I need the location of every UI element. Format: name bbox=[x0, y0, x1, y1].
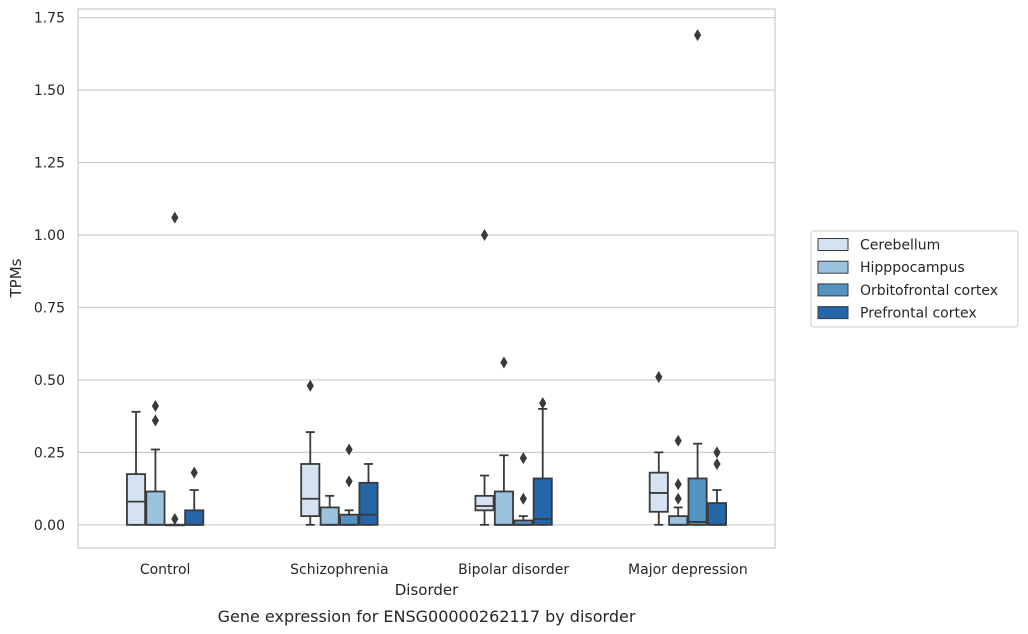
box-orbitofrontal-cortex-bipolar-disorder bbox=[513, 452, 534, 526]
box-body bbox=[339, 513, 360, 526]
outlier-point bbox=[519, 492, 527, 505]
box-hipppocampus-major-depression bbox=[668, 434, 689, 526]
outlier-point bbox=[480, 229, 489, 242]
legend-label-hipppocampus: Hipppocampus bbox=[860, 260, 965, 276]
outlier-point bbox=[345, 475, 353, 488]
y-tick-label-1-50: 1.50 bbox=[34, 83, 65, 99]
box-body bbox=[126, 473, 147, 526]
outlier-point bbox=[171, 211, 179, 224]
box-prefrontal-cortex-schizophrenia bbox=[358, 463, 379, 526]
y-tick-label-1-75: 1.75 bbox=[34, 11, 65, 27]
outlier-point bbox=[306, 379, 314, 392]
legend-label-prefrontal-cortex: Prefrontal cortex bbox=[860, 306, 977, 322]
outlier-point bbox=[500, 356, 508, 369]
box-orbitofrontal-cortex-control bbox=[164, 211, 185, 527]
box-orbitofrontal-cortex-schizophrenia bbox=[339, 443, 360, 526]
legend: Cerebellum Hipppocampus Orbitofrontal cort… bbox=[810, 230, 1019, 328]
y-tick-label-0-25: 0.25 bbox=[34, 445, 65, 461]
outlier-point bbox=[674, 434, 682, 447]
outlier-point bbox=[713, 457, 721, 470]
legend-frame bbox=[810, 230, 1019, 328]
outlier-point bbox=[151, 414, 160, 427]
y-tick-label-0-50: 0.50 bbox=[34, 373, 65, 389]
outlier-point bbox=[519, 452, 527, 465]
box-body bbox=[300, 463, 321, 518]
x-tick-labels: Control Schizophrenia Bipolar disorder Majo… bbox=[140, 562, 748, 578]
legend-swatch-orbitofrontal-cortex bbox=[817, 283, 849, 297]
outlier-point bbox=[713, 446, 721, 459]
x-axis-label: Disorder bbox=[395, 581, 459, 599]
outlier-point bbox=[539, 397, 547, 410]
box-cerebellum-schizophrenia bbox=[300, 379, 321, 526]
box-body bbox=[184, 509, 205, 526]
box-hipppocampus-schizophrenia bbox=[319, 494, 340, 526]
box-prefrontal-cortex-major-depression bbox=[706, 446, 727, 526]
box-body bbox=[706, 502, 727, 526]
box-body bbox=[668, 515, 689, 526]
box-body bbox=[319, 506, 340, 526]
y-axis-label: TPMs bbox=[7, 258, 25, 298]
box-hipppocampus-control bbox=[145, 400, 166, 526]
outlier-point bbox=[674, 478, 682, 491]
y-tick-labels: 0.00 0.25 0.50 0.75 1.00 1.25 1.50 1.75 bbox=[34, 11, 65, 534]
outlier-point bbox=[674, 492, 682, 505]
legend-swatch-prefrontal-cortex bbox=[817, 306, 849, 320]
gridlines bbox=[78, 17, 775, 526]
outlier-point bbox=[171, 513, 179, 526]
plot-area-frame bbox=[77, 8, 776, 549]
box-cerebellum-control bbox=[126, 410, 147, 526]
y-tick-label-0-75: 0.75 bbox=[34, 300, 65, 316]
box-body bbox=[532, 477, 553, 526]
y-tick-label-1-25: 1.25 bbox=[34, 156, 65, 172]
chart-caption: Gene expression for ENSG00000262117 by d… bbox=[218, 607, 636, 626]
box-groups bbox=[126, 29, 727, 527]
x-tick-label-control: Control bbox=[140, 562, 191, 578]
outlier-point bbox=[345, 443, 353, 456]
box-body bbox=[687, 477, 708, 526]
legend-swatch-cerebellum bbox=[817, 238, 849, 251]
x-tick-label-major-depression: Major depression bbox=[628, 562, 748, 578]
legend-label-cerebellum: Cerebellum bbox=[860, 238, 940, 254]
outlier-point bbox=[151, 400, 160, 413]
outlier-point bbox=[693, 29, 702, 42]
box-body bbox=[493, 490, 514, 526]
outlier-point bbox=[190, 466, 198, 479]
box-cerebellum-bipolar-disorder bbox=[474, 229, 495, 526]
outlier-point bbox=[655, 371, 663, 384]
box-prefrontal-cortex-control bbox=[184, 466, 205, 526]
x-tick-label-bipolar-disorder: Bipolar disorder bbox=[458, 562, 569, 578]
box-hipppocampus-bipolar-disorder bbox=[493, 356, 514, 526]
box-cerebellum-major-depression bbox=[648, 371, 669, 526]
box-body bbox=[474, 494, 495, 512]
box-body bbox=[145, 490, 166, 526]
legend-swatch-hipppocampus bbox=[817, 260, 849, 274]
legend-label-orbitofrontal-cortex: Orbitofrontal cortex bbox=[860, 283, 998, 299]
x-tick-label-schizophrenia: Schizophrenia bbox=[290, 562, 388, 578]
y-tick-label-1-00: 1.00 bbox=[34, 228, 65, 244]
box-orbitofrontal-cortex-major-depression bbox=[687, 29, 708, 526]
box-body bbox=[358, 481, 379, 526]
box-prefrontal-cortex-bipolar-disorder bbox=[532, 397, 553, 526]
y-tick-label-0-00: 0.00 bbox=[34, 518, 65, 534]
